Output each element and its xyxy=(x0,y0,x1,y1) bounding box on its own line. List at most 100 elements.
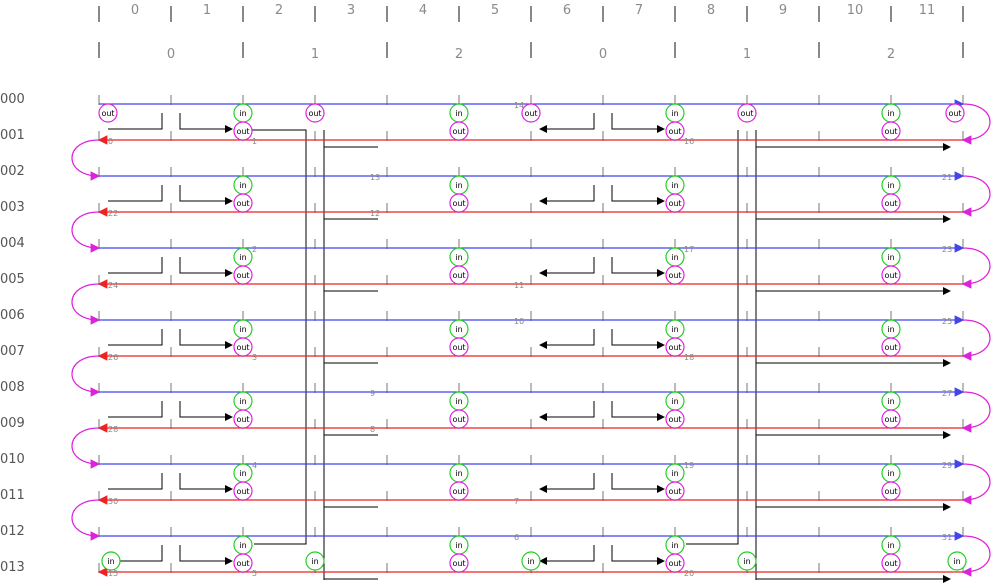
wire-number-label: 6 xyxy=(514,533,519,542)
wire-number-label: 27 xyxy=(942,389,952,398)
in-port-label: in xyxy=(239,181,246,190)
out-port-label: out xyxy=(668,127,681,136)
wire-number-label: 24 xyxy=(108,281,118,290)
black-loops-layer xyxy=(108,113,951,583)
black-wire xyxy=(323,563,378,580)
ports-layer: in out in out in out in out in out in out in out in out… xyxy=(98,103,967,573)
column-label: 5 xyxy=(491,3,499,18)
out-port-circle xyxy=(449,553,469,573)
out-port-circle xyxy=(881,481,901,501)
in-port-label: in xyxy=(671,541,678,550)
black-wire xyxy=(108,329,163,346)
out-port-circle xyxy=(449,481,469,501)
wire-number-label: 5 xyxy=(252,569,257,578)
in-port-label: in xyxy=(671,181,678,190)
black-wire xyxy=(539,401,595,421)
wire-number-label: 31 xyxy=(942,533,952,542)
in-port-label: in xyxy=(239,397,246,406)
in-port-label: in xyxy=(671,109,678,118)
out-port-label: out xyxy=(236,559,249,568)
black-wire xyxy=(108,257,163,274)
out-port-label: out xyxy=(884,487,897,496)
out-port-circle xyxy=(449,265,469,285)
black-wire xyxy=(108,185,163,202)
black-wire xyxy=(539,329,595,349)
wire-number-label: 29 xyxy=(942,461,952,470)
out-port-circle xyxy=(665,481,685,501)
wire-number-label: 21 xyxy=(942,173,952,182)
out-port-label: out xyxy=(452,559,465,568)
grid-layer xyxy=(98,6,964,578)
column-label: 10 xyxy=(847,3,864,18)
in-port-label: in xyxy=(455,541,462,550)
in-port-label: in xyxy=(671,397,678,406)
black-wire xyxy=(755,131,951,151)
out-port-label: out xyxy=(236,343,249,352)
out-port-label: out xyxy=(668,271,681,280)
in-port-circle xyxy=(101,551,121,571)
wire-number-label: 18 xyxy=(684,353,694,362)
black-wire xyxy=(755,419,951,439)
out-port-circle xyxy=(233,121,253,141)
out-port-label: out xyxy=(236,415,249,424)
in-port-label: in xyxy=(311,557,318,566)
black-wire xyxy=(755,275,951,295)
out-port-label: out xyxy=(668,199,681,208)
black-wire xyxy=(108,545,163,562)
wire-number-label: 10 xyxy=(514,317,524,326)
in-port-label: in xyxy=(455,397,462,406)
out-port-label: out xyxy=(452,415,465,424)
magenta-turn-arc xyxy=(71,283,101,325)
column-label: 9 xyxy=(779,3,787,18)
row-label: 007 xyxy=(0,344,25,359)
wire-number-label: 13 xyxy=(370,173,380,182)
wire-number-label: 1 xyxy=(252,137,257,146)
group-label: 1 xyxy=(743,47,751,62)
black-wire xyxy=(611,401,665,421)
wire-number-label: 14 xyxy=(514,101,524,110)
wire-number-label: 20 xyxy=(684,569,694,578)
magenta-turn-arc xyxy=(71,355,101,397)
out-port-label: out xyxy=(236,487,249,496)
out-port-circle xyxy=(881,409,901,429)
black-wire xyxy=(611,545,665,565)
in-port-label: in xyxy=(455,253,462,262)
black-wire xyxy=(539,257,595,277)
wire-number-label: 25 xyxy=(942,317,952,326)
black-wire xyxy=(179,113,233,133)
black-wire xyxy=(539,185,595,205)
in-port-label: in xyxy=(887,325,894,334)
wire-number-label: 26 xyxy=(108,353,118,362)
out-port-circle xyxy=(881,121,901,141)
magenta-turn-arc xyxy=(71,499,101,541)
wire-number-label: 11 xyxy=(514,281,524,290)
magenta-turn-arc xyxy=(961,103,991,145)
black-wire xyxy=(108,473,163,490)
group-label: 0 xyxy=(167,47,175,62)
out-port-circle xyxy=(665,265,685,285)
out-port-label: out xyxy=(740,109,753,118)
black-wire xyxy=(611,113,665,133)
out-port-circle xyxy=(449,121,469,141)
out-port-label: out xyxy=(948,109,961,118)
out-port-circle xyxy=(665,553,685,573)
in-port-label: in xyxy=(887,181,894,190)
row-label: 012 xyxy=(0,524,25,539)
out-port-circle xyxy=(233,481,253,501)
black-wire xyxy=(179,401,233,421)
wire-number-label: 28 xyxy=(108,425,118,434)
in-port-label: in xyxy=(239,325,246,334)
row-label: 006 xyxy=(0,308,25,323)
magenta-turn-arc xyxy=(71,139,101,181)
row-label: 009 xyxy=(0,416,25,431)
in-port-label: in xyxy=(239,109,246,118)
labels-layer: 0 1 2 3 4 5 6 7 8 9 10 110 1 2 0 1 200000100200300400500… xyxy=(0,3,935,575)
row-label: 001 xyxy=(0,128,25,143)
in-port-label: in xyxy=(239,541,246,550)
in-port-label: in xyxy=(455,469,462,478)
wire-number-label: 16 xyxy=(684,137,694,146)
row-label: 005 xyxy=(0,272,25,287)
out-port-label: out xyxy=(668,343,681,352)
out-port-label: out xyxy=(452,487,465,496)
